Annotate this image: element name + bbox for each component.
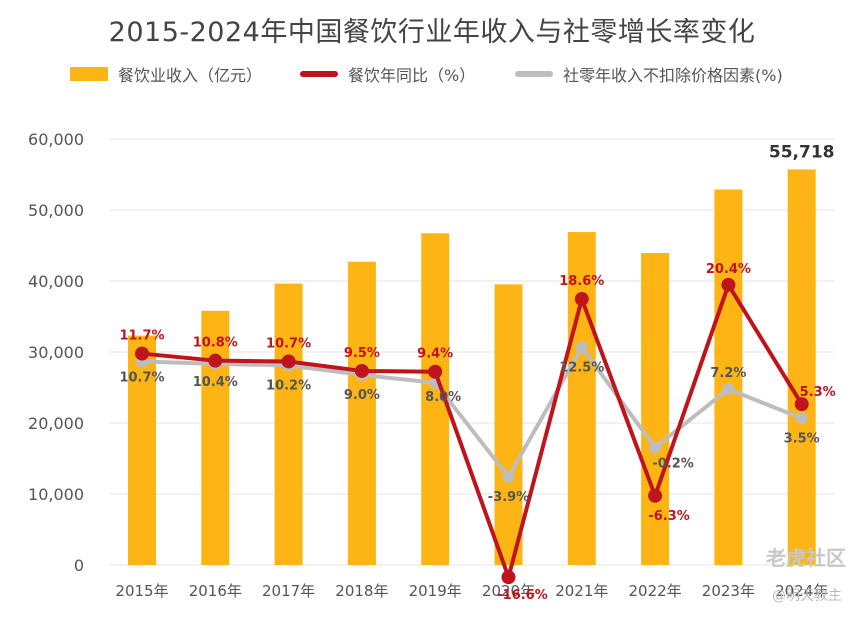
x-tick-label: 2023年 <box>702 582 755 600</box>
bar <box>274 283 303 565</box>
catering-data-label: 9.5% <box>344 346 380 361</box>
catering-series-point <box>721 277 736 292</box>
x-tick-label: 2022年 <box>629 582 682 600</box>
legend-label-retail: 社零年收入不扣除价格因素(%) <box>563 66 783 85</box>
retail-data-label: 10.7% <box>119 370 164 385</box>
bar <box>347 261 376 565</box>
catering-data-label: 10.7% <box>266 336 311 351</box>
catering-series-point <box>354 363 369 378</box>
legend: 餐饮业收入（亿元） 餐饮年同比（%） 社零年收入不扣除价格因素(%) <box>0 62 864 86</box>
y-tick-label: 20,000 <box>28 414 84 433</box>
retail-data-label: 3.5% <box>784 431 820 446</box>
legend-swatch-retail <box>515 71 553 77</box>
catering-series-point <box>281 354 296 369</box>
retail-series-point <box>722 383 735 396</box>
y-tick-label: 10,000 <box>28 485 84 504</box>
catering-series-point <box>135 346 149 361</box>
catering-series-point <box>574 292 589 307</box>
retail-series-point <box>502 470 515 483</box>
catering-data-label: 18.6% <box>559 274 604 289</box>
bar <box>714 189 743 565</box>
catering-data-label: -16.6% <box>497 588 548 603</box>
legend-item-revenue: 餐饮业收入（亿元） <box>70 62 262 86</box>
x-tick-label: 2024年 <box>775 582 828 600</box>
x-tick-label: 2019年 <box>409 582 462 600</box>
bar <box>787 169 816 565</box>
retail-data-label: 7.2% <box>710 366 746 381</box>
y-tick-label: 30,000 <box>28 343 84 362</box>
catering-series-line <box>140 282 804 580</box>
legend-label-catering-yoy: 餐饮年同比（%） <box>348 66 476 85</box>
catering-series-point <box>428 364 443 379</box>
x-tick-label: 2021年 <box>555 582 608 600</box>
catering-data-label: 9.4% <box>417 347 453 362</box>
legend-label-revenue: 餐饮业收入（亿元） <box>118 66 263 85</box>
retail-data-label: 10.2% <box>266 378 311 393</box>
bar <box>641 253 670 565</box>
x-tick-label: 2016年 <box>189 582 242 600</box>
chart-title: 2015-2024年中国餐饮行业年收入与社零增长率变化 <box>108 17 756 48</box>
retail-data-label: 9.0% <box>344 388 380 403</box>
retail-series-point <box>795 412 808 425</box>
catering-data-label: 10.8% <box>193 336 238 351</box>
x-tick-label: 2017年 <box>262 582 315 600</box>
x-tick-label: 2020年 <box>482 582 535 600</box>
retail-data-label: -3.9% <box>488 490 529 505</box>
retail-data-label: 12.5% <box>559 360 604 375</box>
bar <box>201 310 230 565</box>
bar <box>567 232 596 565</box>
catering-data-label: 11.7% <box>119 329 164 344</box>
y-tick-label: 0 <box>74 556 84 575</box>
catering-series-point <box>501 570 516 585</box>
x-tick-label: 2018年 <box>335 582 388 600</box>
bar <box>128 335 156 565</box>
retail-series-point <box>649 441 662 454</box>
bar <box>494 284 523 565</box>
y-tick-label: 40,000 <box>28 272 84 291</box>
retail-data-label: -0.2% <box>652 457 693 472</box>
catering-series-point <box>648 488 663 503</box>
legend-item-catering-yoy: 餐饮年同比（%） <box>300 62 475 86</box>
bar-value-label: 55,718 <box>769 142 835 162</box>
legend-swatch-revenue <box>70 67 108 81</box>
catering-data-label: 5.3% <box>800 385 836 400</box>
legend-swatch-catering-yoy <box>300 71 338 77</box>
retail-data-label: 10.4% <box>193 375 238 390</box>
legend-item-retail: 社零年收入不扣除价格因素(%) <box>515 62 783 86</box>
y-tick-label: 60,000 <box>28 130 84 149</box>
catering-data-label: -6.3% <box>648 509 689 524</box>
catering-series-point <box>794 397 809 412</box>
watermark-sub: @明天教主 <box>772 588 842 604</box>
catering-series-point <box>208 353 223 368</box>
retail-series-point <box>575 341 588 354</box>
catering-data-label: 20.4% <box>706 262 751 277</box>
x-tick-label: 2015年 <box>115 582 168 600</box>
retail-data-label: 8.0% <box>425 390 461 405</box>
watermark: 老虎社区 <box>766 546 846 570</box>
y-tick-label: 50,000 <box>28 201 84 220</box>
retail-series-line <box>140 345 804 479</box>
